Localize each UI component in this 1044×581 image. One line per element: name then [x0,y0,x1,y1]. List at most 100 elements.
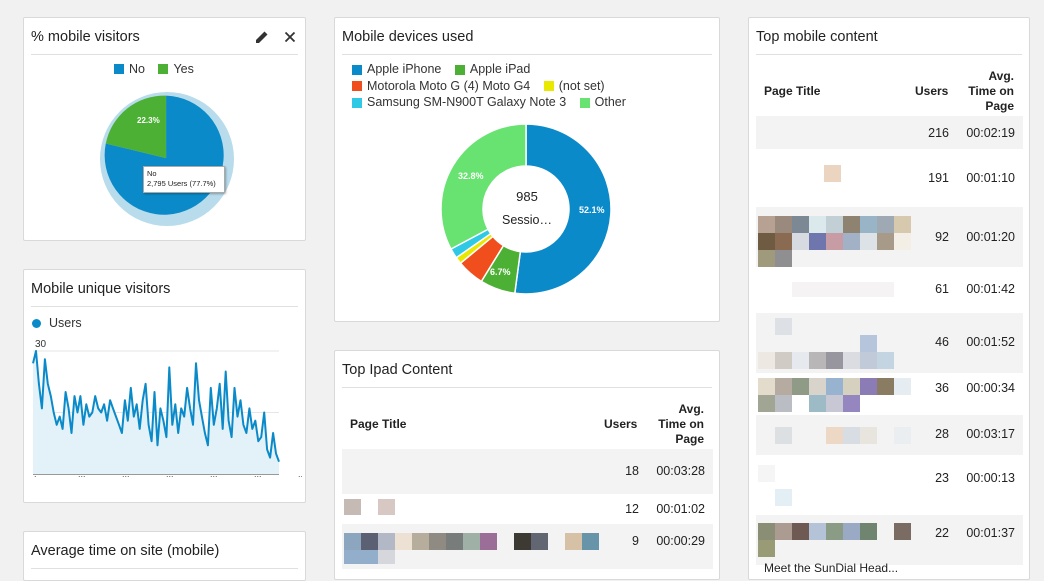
mobile-visitors-card: % mobile visitors No Yes 22.3% No 2,795 … [23,17,306,241]
cell-users: 12 [625,502,639,516]
card-title-bar: Top mobile content [756,28,1022,55]
donut-label-ipad: 6.7% [490,267,511,277]
col-page-title[interactable]: Page Title [764,84,821,98]
legend-label: (not set) [558,78,605,93]
table-row[interactable]: 92 00:01:20 [756,207,1023,267]
mobile-visitors-legend: No Yes [114,62,204,77]
col-page-title[interactable]: Page Title [350,417,407,431]
col-avg-line2[interactable]: Time on [968,84,1014,98]
devices-donut-chart[interactable]: 52.1% 32.8% 6.7% [440,123,612,295]
x-tick-label: . [34,469,37,478]
redacted-block [775,318,792,335]
users-line-chart[interactable]: ................... [32,346,302,478]
legend-dot [32,318,41,328]
legend-item-other[interactable]: Other [579,95,626,110]
redacted-block [824,165,841,182]
donut-label-other: 32.8% [458,171,484,181]
cell-time: 00:01:02 [656,502,705,516]
card-title-bar: Mobile devices used [342,28,712,55]
card-title-bar: Mobile unique visitors [31,280,298,307]
redacted-strip [758,378,911,395]
redacted-strip [344,550,395,564]
y-tick-30: 30 [35,339,47,350]
card-title-bar: Top Ipad Content [342,361,712,388]
close-icon[interactable] [282,28,298,46]
col-users[interactable]: Users [604,417,638,431]
devices-title: Mobile devices used [342,29,474,45]
cell-time: 00:00:34 [966,381,1015,395]
table-row[interactable]: 9 00:00:29 [342,524,713,569]
col-avg-line2[interactable]: Time on [658,417,704,431]
ipad-content-card: Top Ipad Content Page Title Users Avg. T… [334,350,720,580]
cell-time: 00:01:10 [966,171,1015,185]
cell-time: 00:01:20 [966,230,1015,244]
card-title-bar: % mobile visitors [31,28,298,55]
pie-label-yes: 22.3% [137,116,160,125]
table-row[interactable]: 22 00:01:37 [756,515,1023,565]
legend-label: Apple iPad [469,62,531,76]
col-avg-line3[interactable]: Page [985,99,1014,113]
legend-item-users[interactable]: Users [32,316,82,330]
table-row[interactable]: 28 00:03:17 [756,415,1023,455]
redacted-block [344,499,361,515]
ipad-content-title: Top Ipad Content [342,362,453,378]
cell-users: 18 [625,464,639,478]
donut-label-iphone: 52.1% [579,205,605,215]
mobile-content-card: Top mobile content Page Title Users Avg.… [748,17,1030,580]
unique-visitors-legend: Users [32,316,92,331]
redacted-strip [792,282,894,297]
legend-item-ipad[interactable]: Apple iPad [454,62,531,77]
cell-time: 00:01:42 [966,282,1015,296]
table-row[interactable]: 61 00:01:42 [756,267,1023,313]
col-avg-line3[interactable]: Page [675,432,704,446]
pie-tooltip: No 2,795 Users (77.7%) [143,166,225,193]
legend-item-yes[interactable]: Yes [158,62,194,76]
mobile-visitors-title: % mobile visitors [31,29,140,45]
cell-users: 216 [928,126,949,140]
cell-users: 61 [935,282,949,296]
redacted-block [860,335,877,352]
redacted-block [758,540,775,557]
table-row[interactable]: 36 00:00:34 [756,373,1023,415]
col-avg-line1[interactable]: Avg. [678,402,704,416]
legend-item-moto[interactable]: Motorola Moto G (4) Moto G4 [352,79,530,94]
cell-users: 23 [935,471,949,485]
cell-users: 191 [928,171,949,185]
cell-time: 00:03:17 [966,427,1015,441]
table-row[interactable]: 46 00:01:52 [756,313,1023,373]
legend-item-no[interactable]: No [114,62,145,76]
donut-slice-other [440,123,527,251]
legend-item-notset[interactable]: (not set) [543,78,605,94]
cell-time: 00:01:37 [966,526,1015,540]
table-row[interactable]: 191 00:01:10 [756,149,1023,207]
table-row[interactable]: 18 00:03:28 [342,449,713,494]
legend-item-samsung[interactable]: Samsung SM-N900T Galaxy Note 3 [352,95,566,110]
table-row[interactable]: 12 00:01:02 [342,494,713,524]
pencil-icon[interactable] [254,28,270,46]
redacted-strip [758,523,911,540]
donut-slice-iphone [513,123,612,295]
table-row[interactable]: 216 00:02:19 [756,116,1023,149]
mobile-visitors-pie[interactable]: 22.3% [94,86,244,236]
avg-time-title: Average time on site (mobile) [31,543,220,559]
cell-users: 36 [935,381,949,395]
unique-visitors-card: Mobile unique visitors Users 30 15 .....… [23,269,306,503]
legend-item-iphone[interactable]: Apple iPhone [352,62,441,77]
redacted-strip [758,233,911,250]
table-row[interactable]: 23 00:00:13 [756,455,1023,515]
tooltip-value: 2,795 Users (77.7%) [147,179,216,188]
avg-time-card: Average time on site (mobile) [23,531,306,581]
col-avg-line1[interactable]: Avg. [988,69,1014,83]
cell-users: 92 [935,230,949,244]
cell-time: 00:03:28 [656,464,705,478]
x-tick-label: ... [78,469,86,478]
redacted-strip [758,216,911,233]
x-tick-label: ... [166,469,174,478]
legend-label: Other [594,95,626,109]
legend-label: Users [49,316,82,330]
truncated-row-title[interactable]: Meet the SunDial Head... [764,561,899,575]
col-users[interactable]: Users [915,84,949,98]
pie-slice-yes [105,95,167,159]
redacted-block [758,465,775,482]
x-tick-label: ... [298,469,302,478]
